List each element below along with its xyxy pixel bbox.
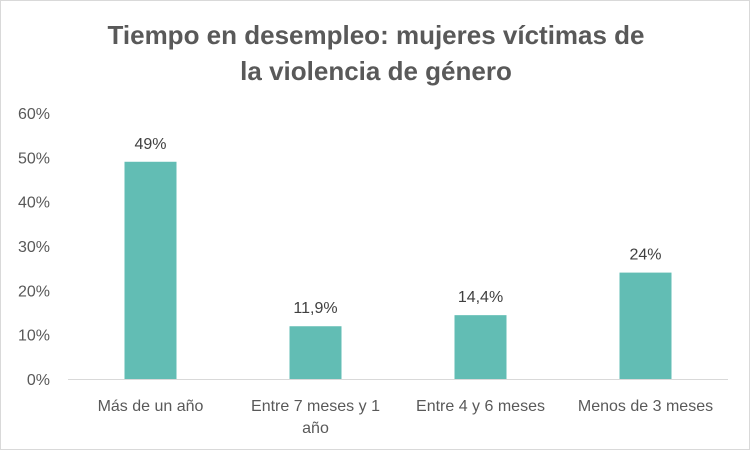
chart-title-line-2: la violencia de género (240, 56, 512, 86)
data-label: 14,4% (458, 289, 503, 306)
x-axis: Más de un año Entre 7 meses y 1 año Entre 4… (68, 379, 728, 437)
data-label: 11,9% (293, 300, 337, 317)
x-tick-label: Más de un año (98, 398, 204, 415)
y-tick-label: 30% (18, 239, 50, 256)
y-axis: 0% 10% 20% 30% 40% 50% 60% (18, 106, 50, 389)
bar (124, 161, 177, 379)
x-tick-label: año (302, 420, 329, 437)
y-tick-label: 0% (27, 372, 50, 389)
x-tick-label: Menos de 3 meses (578, 398, 713, 415)
y-tick-label: 40% (18, 195, 50, 212)
y-tick-label: 50% (18, 150, 50, 167)
data-label: 49% (134, 136, 166, 153)
bars (124, 161, 672, 379)
x-tick-label: Entre 4 y 6 meses (416, 398, 545, 415)
y-tick-label: 10% (18, 328, 50, 345)
bar (454, 315, 507, 379)
bar (619, 272, 672, 379)
data-labels: 49% 11,9% 14,4% 24% (134, 136, 661, 317)
y-tick-label: 60% (18, 106, 50, 123)
y-tick-label: 20% (18, 283, 50, 300)
data-label: 24% (629, 247, 661, 264)
chart-title-line-1: Tiempo en desempleo: mujeres víctimas de (107, 20, 644, 50)
x-tick-label: Entre 7 meses y 1 (251, 398, 380, 415)
bar (289, 326, 342, 379)
